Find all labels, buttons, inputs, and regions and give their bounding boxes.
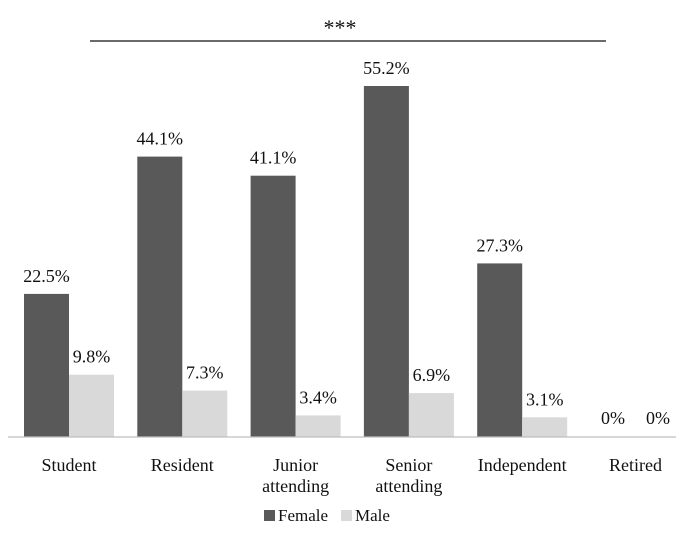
legend: Female Male [264,506,390,525]
data-label-male-senior-attending: 6.9% [413,365,451,385]
bar-male-junior-attending [295,415,341,437]
category-label-resident: Resident [151,455,214,475]
bar-female-junior-attending [250,175,296,437]
data-label-female-student: 22.5% [23,266,70,286]
bar-male-resident [182,390,228,437]
legend-label-male: Male [355,506,390,525]
data-label-female-junior-attending: 41.1% [250,148,297,168]
data-label-female-resident: 44.1% [137,129,184,149]
significance-stars: *** [324,15,357,40]
bar-female-senior-attending [363,86,409,437]
category-label-independent: Independent [478,455,567,475]
bar-male-independent [522,417,568,437]
significance-annotation: *** [90,15,606,42]
data-label-female-independent: 27.3% [476,235,523,255]
legend-swatch-male [341,510,352,521]
data-label-male-resident: 7.3% [186,363,224,383]
bar-male-senior-attending [408,393,454,437]
bar-female-independent [477,263,523,437]
bars-layer [24,86,568,437]
category-label-junior-attending: Junior attending [262,455,329,496]
data-label-male-retired: 0% [646,408,670,428]
data-label-male-independent: 3.1% [526,389,564,409]
bar-male-student [69,374,114,437]
bar-female-student [24,293,69,437]
data-label-female-retired: 0% [601,408,625,428]
category-labels-layer: Student Resident Junior attending Senior atte… [41,455,662,496]
legend-label-female: Female [278,506,328,525]
data-labels-layer: 22.5% 9.8% 44.1% 7.3% 41.1% 3.4% 55.2% 6.9% 27.3… [23,58,670,428]
legend-swatch-female [264,510,275,521]
category-label-retired: Retired [609,455,662,475]
bar-female-resident [137,156,183,437]
data-label-female-senior-attending: 55.2% [363,58,410,78]
data-label-male-student: 9.8% [73,347,111,367]
data-label-male-junior-attending: 3.4% [299,387,337,407]
category-label-senior-attending: Senior attending [375,455,442,496]
category-label-student: Student [41,455,96,475]
